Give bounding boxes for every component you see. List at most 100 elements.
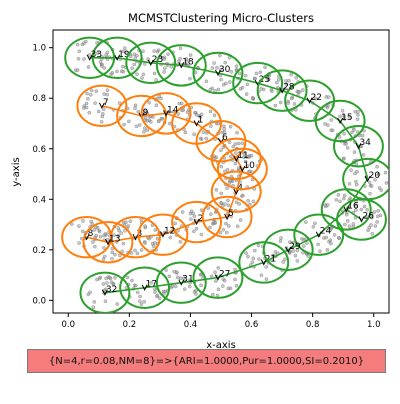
micro-cluster-label: 12 [164,227,175,237]
data-point [217,122,220,125]
data-point [202,130,205,133]
data-point [122,123,125,126]
data-point [170,65,173,68]
mst-edge [358,146,367,179]
data-point [82,42,85,45]
data-point [157,120,160,123]
data-point [153,72,156,75]
data-point [135,73,138,76]
micro-cluster-label: 20 [369,171,381,181]
data-point [262,88,265,91]
data-point [376,220,379,223]
data-point [236,225,239,228]
data-point [217,88,220,91]
micro-cluster-label: 31 [182,275,193,285]
chart-title: MCMSTClustering Micro-Clusters [128,11,314,25]
data-point [223,202,226,205]
data-point [233,278,236,281]
micro-cluster-label: 34 [359,138,371,148]
data-point [270,90,273,93]
data-point [235,131,238,134]
data-point [222,228,225,231]
data-point [296,259,299,262]
data-point [199,273,202,276]
data-point [103,255,106,258]
data-point [95,234,98,237]
micro-cluster-label: 11 [237,151,248,161]
data-point [143,241,146,244]
data-point [161,117,164,120]
data-point [370,184,373,187]
data-point [290,97,293,100]
data-point [140,76,143,79]
data-point [330,118,333,121]
data-point [189,53,192,56]
data-point [104,232,107,235]
data-point [78,50,81,53]
data-point [115,70,118,73]
y-axis-label: y-axis [11,157,22,186]
data-point [329,239,332,242]
data-point [136,252,139,255]
data-point [346,146,349,149]
data-point [102,108,105,111]
micro-cluster-label: 10 [243,161,255,171]
data-point [379,214,382,217]
data-point [245,252,248,255]
data-point [189,217,192,220]
data-point [228,80,231,83]
data-point [376,165,379,168]
data-point [129,220,132,223]
data-point [134,57,137,60]
data-point [154,228,157,231]
data-point [134,284,137,287]
data-point [186,111,189,114]
data-point [240,195,243,198]
data-point [90,89,93,92]
data-point [362,153,365,156]
data-point [168,122,171,125]
data-point [279,236,282,239]
data-point [217,288,220,291]
data-point [117,226,120,229]
data-point [155,78,158,81]
data-point [355,170,358,173]
data-point [90,220,93,223]
x-tick-label: 0.4 [184,320,198,330]
data-point [85,92,88,95]
data-point [209,125,212,128]
data-point [265,265,268,268]
data-point [290,73,293,76]
data-point [133,53,136,56]
data-point [127,120,130,123]
data-point [317,243,320,246]
data-point [343,132,346,135]
micro-cluster-label: 5 [228,209,234,219]
data-point [247,199,250,202]
data-point [301,88,304,91]
data-point [182,109,185,112]
data-point [176,276,179,279]
y-tick-label: 0.4 [32,195,46,205]
data-point [214,221,217,224]
data-point [199,137,202,140]
data-point [251,96,254,99]
data-point [208,226,211,229]
status-box: {N=4,r=0.08,NM=8}=>{ARI=1.0000,Pur=1.000… [27,349,386,373]
data-point [179,240,182,243]
data-point [142,130,145,133]
data-point [346,219,349,222]
data-point [368,181,371,184]
data-point [188,285,191,288]
data-point [82,106,85,109]
data-point [140,303,143,306]
data-point [293,102,296,105]
plot-contents: 1234567891011121314151617181920212223242… [62,38,392,313]
data-point [153,50,156,53]
data-point [81,219,84,222]
data-point [76,69,79,72]
data-point [129,55,132,58]
data-point [282,260,285,263]
data-point [207,207,210,210]
data-point [221,284,224,287]
